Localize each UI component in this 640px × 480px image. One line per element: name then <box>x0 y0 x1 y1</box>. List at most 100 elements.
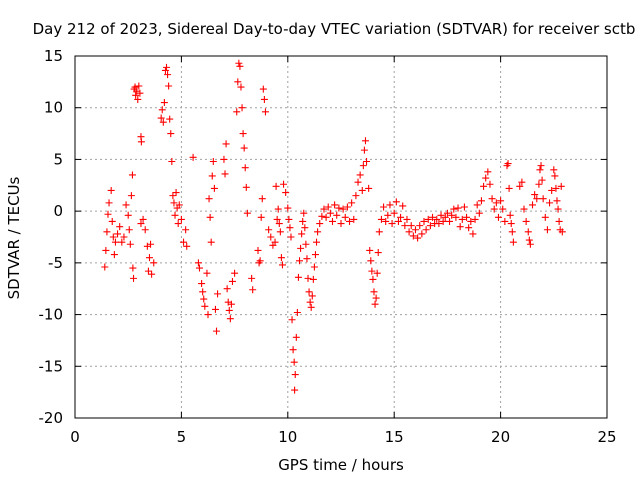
data-point <box>240 144 248 152</box>
data-point <box>278 261 286 269</box>
data-point <box>292 333 300 341</box>
data-point <box>373 269 381 277</box>
data-point <box>194 259 202 267</box>
y-tick-label: 15 <box>44 47 63 65</box>
data-point <box>291 371 299 379</box>
data-point <box>108 217 116 225</box>
data-point <box>394 217 402 225</box>
data-point <box>443 209 451 217</box>
data-point <box>243 209 251 217</box>
data-point <box>101 263 109 271</box>
data-point <box>114 230 122 238</box>
data-point <box>552 184 560 192</box>
data-point <box>289 346 297 354</box>
data-point <box>209 157 217 165</box>
data-point <box>272 182 280 190</box>
data-point <box>309 275 317 283</box>
data-point <box>313 238 321 246</box>
data-point <box>220 155 228 163</box>
data-point <box>301 224 309 232</box>
data-point <box>504 160 512 168</box>
data-point <box>288 316 296 324</box>
data-point <box>439 217 447 225</box>
data-point <box>300 209 308 217</box>
data-point <box>129 264 137 272</box>
data-point <box>420 217 428 225</box>
data-point <box>122 201 130 209</box>
data-point <box>111 238 119 246</box>
data-point <box>102 246 110 254</box>
data-point <box>139 215 147 223</box>
data-point <box>388 220 396 228</box>
data-point <box>248 274 256 282</box>
data-point <box>287 233 295 241</box>
data-point <box>486 180 494 188</box>
data-point <box>471 215 479 223</box>
data-point <box>505 184 513 192</box>
data-point <box>134 95 142 103</box>
axes: 0 5 10 15 20 25 -20 -15 -10 -5 0 5 10 15 <box>39 47 617 446</box>
data-point <box>130 274 138 282</box>
data-point <box>124 211 132 219</box>
data-point <box>258 195 266 203</box>
data-point <box>297 244 305 252</box>
data-point <box>558 228 566 236</box>
data-point <box>524 228 532 236</box>
data-point <box>290 358 298 366</box>
data-point <box>490 205 498 213</box>
data-point <box>285 215 293 223</box>
x-tick-label: 5 <box>177 428 187 446</box>
data-point <box>339 205 347 213</box>
data-point <box>492 199 500 207</box>
data-point <box>103 228 111 236</box>
data-point <box>171 211 179 219</box>
data-point <box>163 63 171 71</box>
data-point <box>222 140 230 148</box>
data-point <box>356 171 364 179</box>
data-point <box>227 300 235 308</box>
x-tick-label: 15 <box>385 428 404 446</box>
data-point <box>249 286 257 294</box>
data-point <box>318 212 326 220</box>
data-point <box>211 305 219 313</box>
data-point <box>136 89 144 97</box>
data-point <box>526 240 534 248</box>
data-point <box>335 204 343 212</box>
data-point <box>160 99 168 107</box>
data-point <box>411 226 419 234</box>
data-point <box>520 205 528 213</box>
data-point <box>203 269 211 277</box>
data-point <box>469 230 477 238</box>
data-point <box>303 255 311 263</box>
y-tick-label: -10 <box>39 306 64 324</box>
data-point <box>368 267 376 275</box>
data-point <box>375 228 383 236</box>
data-point <box>475 209 483 217</box>
data-point <box>446 217 454 225</box>
data-point <box>145 254 153 262</box>
data-point <box>550 166 558 174</box>
data-point <box>384 211 392 219</box>
data-point <box>518 178 526 186</box>
data-point <box>118 238 126 246</box>
data-point <box>284 204 292 212</box>
data-point <box>304 274 312 282</box>
data-point <box>372 294 380 302</box>
data-point <box>204 311 212 319</box>
data-point <box>546 199 554 207</box>
data-point <box>328 217 336 225</box>
data-point <box>377 215 385 223</box>
data-point <box>169 192 177 200</box>
data-point <box>533 195 541 203</box>
data-point <box>418 230 426 238</box>
data-point <box>207 238 215 246</box>
data-point <box>302 240 310 248</box>
data-point <box>109 233 117 241</box>
data-point <box>233 108 241 116</box>
data-point <box>276 228 284 236</box>
data-point <box>463 213 471 221</box>
data-point <box>275 220 283 228</box>
data-point <box>167 130 175 138</box>
data-point <box>501 217 509 225</box>
data-point <box>337 220 345 228</box>
